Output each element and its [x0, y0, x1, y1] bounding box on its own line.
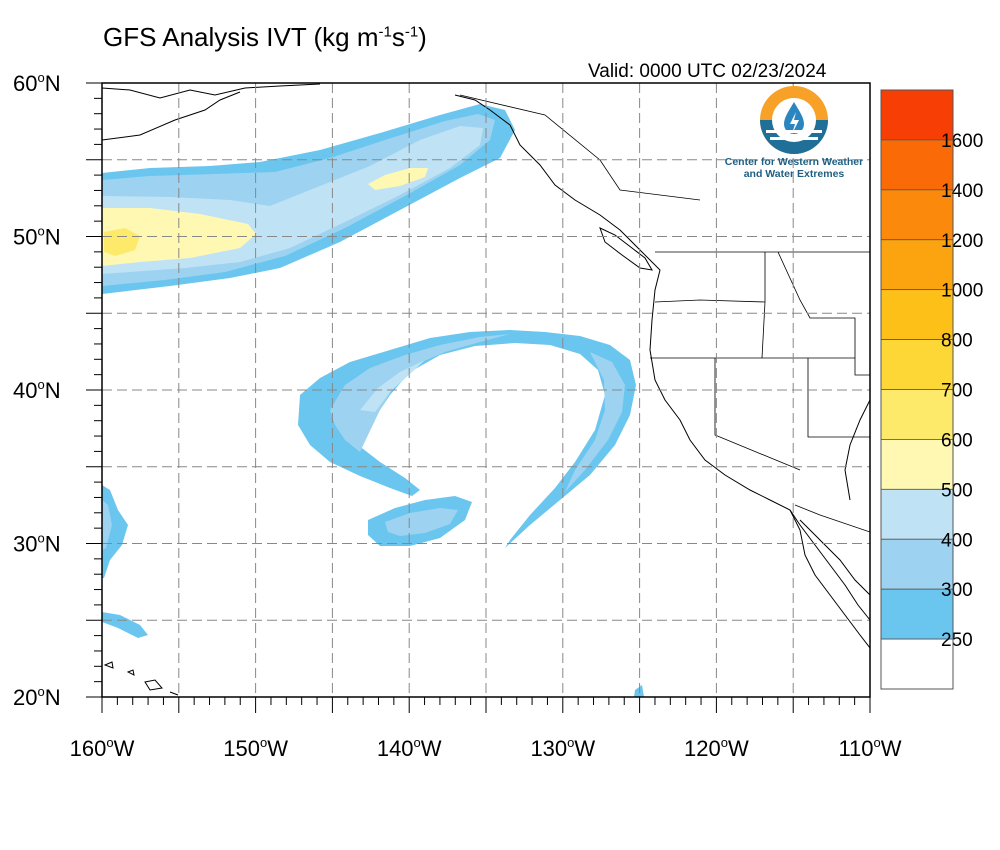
lon-label: 130oW	[530, 735, 595, 761]
colorbar-label: 1200	[941, 231, 983, 252]
ivt-sw-250b	[102, 612, 148, 638]
lat-label: 60oN	[13, 70, 61, 96]
colorbar-label: 250	[941, 630, 973, 651]
lon-label: 120oW	[684, 735, 749, 761]
logo-line2: and Water Extremes	[743, 168, 845, 180]
colorbar-swatch	[880, 289, 954, 340]
cw3e-logo: Center for Western Weather and Water Extr…	[716, 84, 872, 194]
coastline-north-america	[454, 94, 870, 621]
colorbar-label: 700	[941, 381, 973, 402]
lon-label: 110oW	[838, 735, 901, 761]
lon-label: 140oW	[377, 735, 442, 761]
border-nevada	[714, 358, 870, 471]
colorbar-label: 1000	[941, 281, 983, 302]
lat-label: 50oN	[13, 224, 61, 250]
ivt-south-blob-300	[385, 508, 458, 536]
ivt-band-500b	[368, 168, 428, 190]
axis-ticks	[86, 82, 871, 713]
colorbar-label: 500	[941, 480, 973, 501]
logo-line1: Center for Western Weather	[724, 156, 864, 168]
colorbar-swatch	[880, 89, 954, 141]
border-washington-oregon	[654, 299, 766, 303]
lat-label: 40oN	[13, 377, 61, 403]
coastline-baja	[789, 509, 870, 649]
colorbar: 250 300 400 500 600 700 800 1000 1200 1400 1600	[880, 89, 983, 690]
coastlines	[102, 83, 870, 696]
lat-label: 20oN	[13, 684, 61, 710]
ivt-southwest-patch	[102, 485, 148, 638]
colorbar-frame	[880, 89, 954, 690]
border-mexico	[794, 504, 870, 533]
colorbar-swatch	[880, 189, 954, 241]
lon-label: 150oW	[223, 735, 288, 761]
border-idaho	[761, 251, 870, 376]
lon-label: 160oW	[70, 735, 135, 761]
lat-label: 30oN	[13, 531, 61, 557]
title-mid: s	[391, 22, 405, 52]
colorbar-label: 1600	[941, 131, 983, 152]
colorbar-label: 800	[941, 331, 973, 352]
ivt-small-patch	[634, 685, 644, 697]
ivt-arc-300	[330, 334, 510, 452]
title-end: )	[418, 22, 427, 52]
hawaii-islands	[103, 661, 179, 696]
title-main: GFS Analysis IVT (kg m	[103, 22, 379, 52]
colorbar-swatch	[880, 488, 954, 540]
vancouver-island	[599, 227, 653, 271]
colorbar-swatch	[880, 139, 954, 191]
ivt-arc-300b	[565, 352, 625, 492]
colorbar-swatch	[880, 439, 954, 490]
ivt-sw-300	[102, 500, 112, 550]
title-exp1: -1	[378, 23, 392, 41]
colorbar-label: 400	[941, 530, 973, 551]
colorbar-swatch	[880, 538, 954, 590]
colorbar-swatch	[880, 239, 954, 291]
colorbar-label: 600	[941, 430, 973, 451]
coastline-gulf	[844, 399, 870, 501]
title-exp2: -1	[404, 23, 419, 41]
axis-labels: 160oW 150oW 140oW 130oW 120oW 110oW 60oN 50oN 40…	[13, 70, 902, 761]
colorbar-label: 1400	[941, 181, 983, 202]
grid-lines	[102, 83, 870, 697]
ivt-band-600	[104, 228, 140, 256]
colorbar-label: 300	[941, 580, 973, 601]
map-title: GFS Analysis IVT (kg m-1s-1)	[103, 22, 427, 53]
coastline-alaska	[102, 83, 321, 141]
cw3e-logo-icon	[760, 86, 828, 154]
valid-time: Valid: 0000 UTC 02/23/2024	[588, 61, 827, 82]
